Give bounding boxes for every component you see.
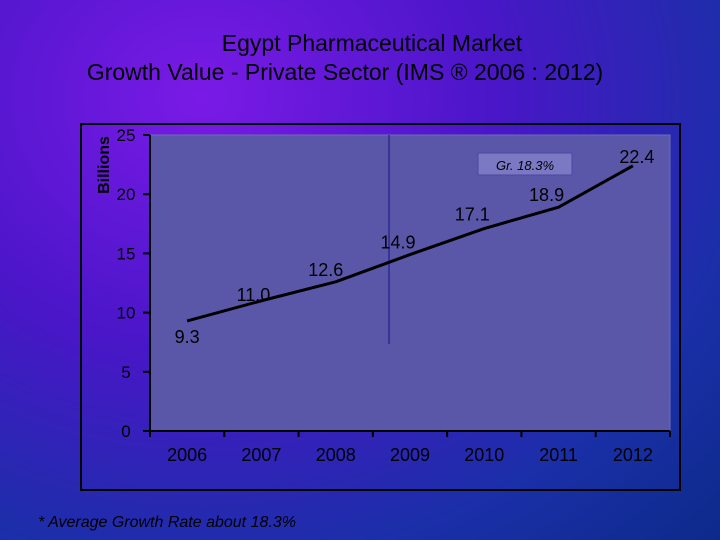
chart-title: Egypt Pharmaceutical Market xyxy=(221,30,523,56)
x-tick-label: 2007 xyxy=(241,445,281,465)
data-label: 9.3 xyxy=(175,327,200,347)
chart-frame xyxy=(80,123,681,491)
plot-area xyxy=(149,134,671,432)
growth-annotation-box xyxy=(477,152,573,176)
y-tick-label: 15 xyxy=(117,244,136,263)
y-tick-label: 20 xyxy=(117,185,136,204)
y-tick-label: 5 xyxy=(121,363,130,382)
x-tick-label: 2011 xyxy=(539,445,578,465)
data-label: 18.9 xyxy=(529,185,564,205)
y-tick-label: 10 xyxy=(117,304,136,323)
x-tick-label: 2010 xyxy=(464,445,504,465)
y-tick-label: 25 xyxy=(117,126,136,145)
x-tick-label: 2012 xyxy=(613,445,653,465)
data-label: 11.0 xyxy=(237,285,271,305)
x-tick-label: 2006 xyxy=(167,445,207,465)
data-label: 17.1 xyxy=(455,205,490,225)
data-label: 12.6 xyxy=(308,260,343,280)
footnote: * Average Growth Rate about 18.3% xyxy=(38,514,296,531)
x-tick-label: 2009 xyxy=(390,445,430,465)
data-label: 14.9 xyxy=(380,233,415,253)
growth-annotation: Gr. 18.3% xyxy=(496,158,554,173)
y-tick-label: 0 xyxy=(121,422,130,441)
x-tick-label: 2008 xyxy=(316,445,356,465)
series-line xyxy=(186,164,634,323)
y-axis-title: Billions xyxy=(96,136,113,194)
data-label: 22.4 xyxy=(619,147,654,167)
chart-subtitle: Growth Value - Private Sector (IMS ® 200… xyxy=(86,59,604,85)
